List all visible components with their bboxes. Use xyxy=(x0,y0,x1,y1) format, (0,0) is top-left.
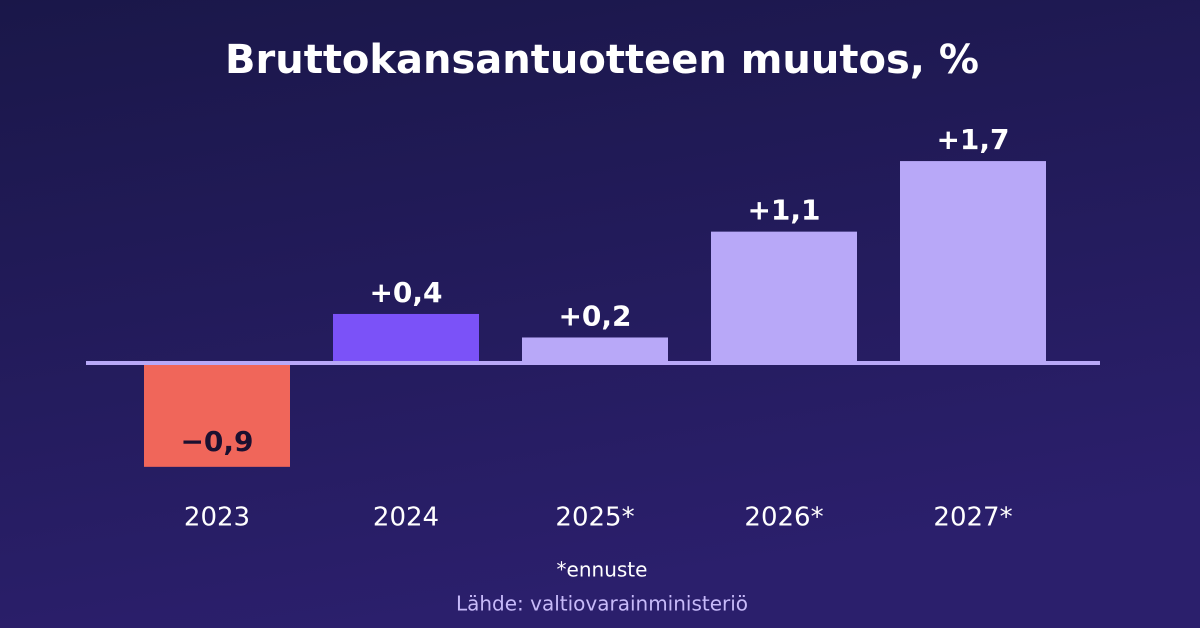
bar xyxy=(711,231,857,361)
value-label: +0,2 xyxy=(558,299,631,332)
value-label: −0,9 xyxy=(180,425,253,458)
bar xyxy=(144,361,290,467)
footnote: *ennuste xyxy=(557,558,648,582)
x-tick-label: 2024 xyxy=(373,503,439,533)
bar xyxy=(333,313,479,361)
x-tick-label: 2027* xyxy=(933,503,1012,533)
chart-title: Bruttokansantuotteen muutos, % xyxy=(225,37,979,83)
bar xyxy=(522,337,668,361)
x-tick-label: 2025* xyxy=(555,503,634,533)
value-label: +1,1 xyxy=(747,194,820,227)
value-label: +1,7 xyxy=(936,123,1009,156)
x-tick-label: 2026* xyxy=(744,503,823,533)
source: Lähde: valtiovarainministeriö xyxy=(456,592,748,616)
bar xyxy=(900,161,1046,361)
value-label: +0,4 xyxy=(369,276,442,309)
x-tick-label: 2023 xyxy=(184,503,250,533)
